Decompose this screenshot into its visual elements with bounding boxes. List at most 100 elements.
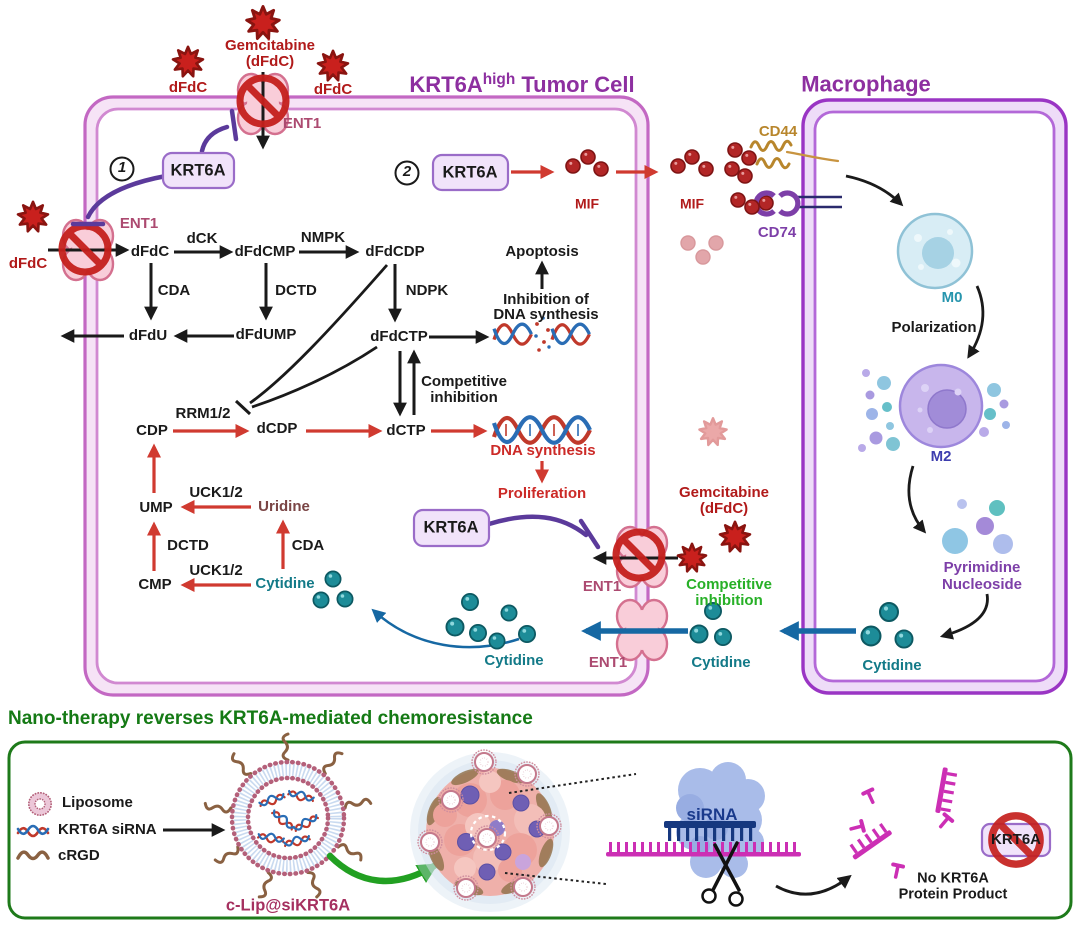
legend-sirna-label: KRT6A siRNA	[58, 821, 157, 839]
step-2-badge	[394, 160, 420, 186]
clip-sikrt6a-label: c-Lip@siKRT6A	[225, 896, 351, 915]
polarization-label: Polarization	[891, 319, 977, 337]
cd44-receptor-icon	[749, 139, 840, 170]
metabolite-dctp: dCTP	[386, 422, 426, 440]
metabolite-dfdctp: dFdCTP	[370, 328, 428, 346]
pathway-arrows-red	[146, 164, 659, 593]
krt6a-boxes	[161, 151, 510, 548]
enzyme-cda: CDA	[157, 282, 191, 300]
nano-panel-title: Nano-therapy reverses KRT6A-mediated che…	[8, 708, 533, 730]
dfdc-label-outside: dFdC	[8, 255, 48, 273]
ent1-label-top: ENT1	[282, 115, 322, 133]
krt6a-inhibition-arrows	[70, 108, 601, 550]
mrna-strand	[606, 842, 801, 857]
enzyme-uck12-upper: UCK1/2	[189, 484, 243, 502]
legend-crgd-label: cRGD	[58, 847, 100, 865]
liposome-legend-icon	[27, 791, 53, 817]
cytidine-dots-outside	[689, 602, 732, 646]
enzyme-dck: dCK	[186, 230, 218, 248]
crgd-legend-icon	[16, 850, 50, 861]
competitive-inhibition-green-2: inhibition	[695, 592, 763, 610]
enzyme-dctd: DCTD	[275, 282, 317, 300]
metabolite-cytidine: Cytidine	[255, 575, 315, 593]
pyrimidine-label-1: Pyrimidine	[943, 559, 1021, 577]
tumor-spheroid	[410, 749, 570, 912]
metabolite-dfdump: dFdUMP	[235, 326, 297, 344]
dfdc-star-label-right: dFdC	[313, 81, 353, 99]
inhibition-dna-line2: DNA synthesis	[493, 306, 599, 324]
apoptosis-label: Apoptosis	[505, 243, 579, 261]
step-1-badge	[109, 156, 135, 182]
enzyme-nmpk: NMPK	[300, 229, 346, 247]
sirna-duplex	[664, 821, 756, 841]
cleavage-arrow	[775, 874, 852, 896]
cytidine-label-inner: Cytidine	[484, 652, 544, 670]
polarization-arrow	[967, 285, 985, 359]
metabolite-dfdu: dFdU	[128, 327, 168, 345]
mif-label-outer: MIF	[679, 195, 705, 212]
enzyme-cda-lower: CDA	[291, 537, 325, 555]
enzyme-uck12-lower: UCK1/2	[189, 562, 243, 580]
krt6a-box-2-label: KRT6A	[442, 163, 498, 182]
gemcitabine-right-label-2: (dFdC)	[699, 500, 749, 518]
no-krt6a-label-1: No KRT6A	[917, 870, 989, 887]
m2-label: M2	[930, 448, 952, 466]
dna-synthesis-label: DNA synthesis	[490, 442, 596, 460]
krt6a-box-1-label: KRT6A	[170, 161, 226, 180]
no-krt6a-label-2: Protein Product	[898, 886, 1008, 903]
enzyme-rrm12: RRM1/2	[175, 405, 231, 423]
step-1-number: 1	[117, 159, 127, 177]
liposome-to-tumor-arrow	[326, 852, 439, 885]
krt6a-box-4-label: KRT6A	[990, 831, 1042, 849]
competitive-inhibition-green-1: Competitive	[686, 576, 772, 594]
magnify-dotted-lines	[504, 773, 637, 885]
mif-label-inner: MIF	[574, 195, 600, 212]
cd44-label: CD44	[758, 123, 798, 141]
krt6a-knockout-box	[980, 816, 1052, 864]
macrophage-title: Macrophage	[801, 71, 931, 97]
m0-label: M0	[941, 289, 963, 307]
cd74-label: CD74	[757, 224, 797, 242]
metabolite-uridine: Uridine	[258, 498, 310, 516]
competitive-inhibition-line2: inhibition	[430, 389, 498, 407]
m0-cell	[896, 212, 974, 290]
ent1-transporter-right-blocked	[592, 525, 678, 589]
gemcitabine-top-label-1: Gemcitabine	[224, 37, 316, 55]
m2-to-nucleoside-arrow	[907, 465, 927, 534]
krt6a-box-3-label: KRT6A	[423, 518, 479, 537]
ent1-label-right-upper: ENT1	[582, 578, 622, 596]
clip-sikrt6a-liposome	[202, 732, 373, 901]
metabolite-dcdp: dCDP	[256, 420, 298, 438]
enzyme-dctd-lower: DCTD	[167, 537, 209, 555]
metabolite-dfdcdp: dFdCDP	[365, 243, 425, 261]
metabolite-dfdc: dFdC	[130, 243, 170, 261]
enzyme-ndpk: NDPK	[405, 282, 449, 300]
dna-damaged-icon	[492, 316, 592, 352]
ent1-label-right-lower: ENT1	[588, 654, 628, 672]
proliferation-label: Proliferation	[497, 485, 587, 503]
scissors-icon	[701, 841, 744, 907]
dfdc-star-label-left: dFdC	[168, 79, 208, 97]
cytidine-label-macrophage: Cytidine	[862, 657, 922, 675]
ent1-transporter-left	[48, 218, 130, 282]
nucleoside-to-cytidine-arrow	[939, 593, 989, 640]
ent1-transporter-top	[238, 72, 288, 150]
inhibition-dna-line1: Inhibition of	[503, 291, 589, 309]
metabolite-dfdcmp: dFdCMP	[234, 243, 296, 261]
pyrimidine-label-2: Nucleoside	[941, 576, 1023, 594]
pathway-arrows-black	[60, 245, 549, 417]
cytidine-label-outside: Cytidine	[691, 654, 751, 672]
gemcitabine-right-label-1: Gemcitabine	[678, 484, 770, 502]
mif-to-m0-arrow	[845, 174, 904, 207]
m2-cell	[858, 363, 1010, 452]
sirna-risc-label: siRNA	[686, 805, 738, 825]
competitive-inhibition-line1: Competitive	[421, 373, 507, 391]
gemcitabine-top-label-2: (dFdC)	[245, 53, 295, 71]
step-2-number: 2	[402, 163, 412, 181]
gemcitabine-star-faded	[698, 417, 728, 447]
metabolite-cmp: CMP	[138, 576, 172, 594]
pyrimidine-nucleoside-icon	[942, 499, 1013, 554]
metabolite-cdp: CDP	[136, 422, 168, 440]
